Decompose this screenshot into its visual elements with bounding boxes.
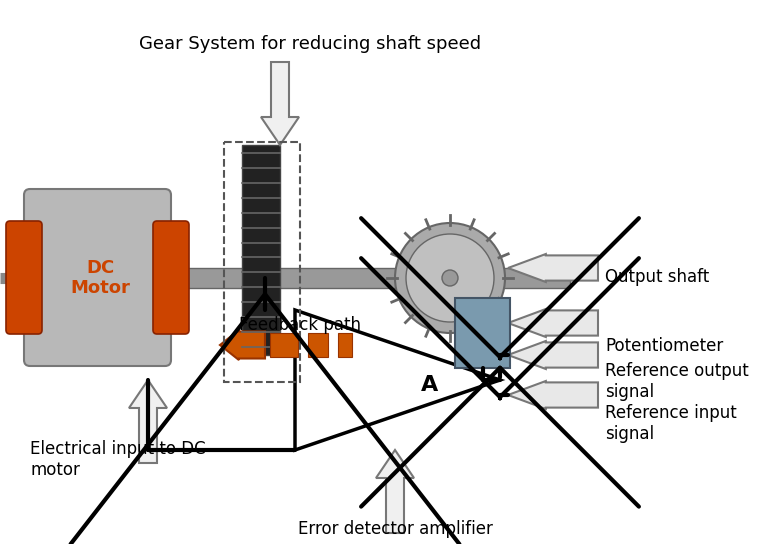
Polygon shape (129, 380, 167, 463)
Bar (224, 142, 300, 382)
Polygon shape (508, 254, 598, 282)
Bar (455, 298, 510, 368)
FancyBboxPatch shape (6, 221, 42, 334)
Bar (270, 333, 298, 357)
Text: Potentiometer: Potentiometer (605, 337, 723, 355)
Polygon shape (508, 381, 598, 409)
Text: Feedback path: Feedback path (239, 316, 361, 334)
Polygon shape (295, 310, 500, 450)
Polygon shape (508, 309, 598, 337)
FancyBboxPatch shape (24, 189, 171, 366)
Bar (242, 145, 280, 355)
Circle shape (395, 223, 505, 333)
Text: DC
Motor: DC Motor (70, 258, 130, 298)
Bar (338, 333, 352, 357)
Polygon shape (508, 341, 598, 369)
Bar (308, 333, 328, 357)
Polygon shape (376, 450, 414, 533)
Text: Output shaft: Output shaft (605, 268, 710, 286)
Circle shape (442, 270, 458, 286)
FancyBboxPatch shape (153, 221, 189, 334)
Bar (185, 268, 570, 288)
Text: Error detector amplifier: Error detector amplifier (297, 520, 492, 538)
Text: Reference output
signal: Reference output signal (605, 362, 749, 401)
Text: Reference input
signal: Reference input signal (605, 404, 737, 443)
Text: Gear System for reducing shaft speed: Gear System for reducing shaft speed (139, 35, 481, 53)
Text: Electrical input to DC
motor: Electrical input to DC motor (30, 440, 206, 479)
Polygon shape (261, 62, 299, 145)
Text: A: A (422, 375, 439, 395)
Circle shape (406, 234, 494, 322)
Polygon shape (220, 330, 265, 360)
